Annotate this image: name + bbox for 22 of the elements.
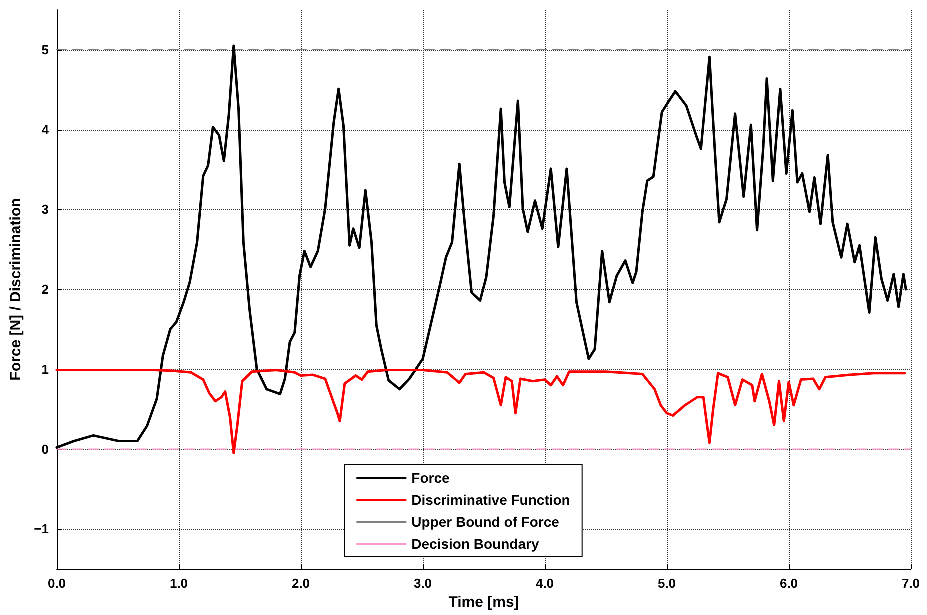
legend-label: Discriminative Function [412,492,570,508]
x-tick-label: 0.0 [48,576,66,592]
x-axis-title: Time [ms] [448,594,520,611]
y-tick-label: 1 [42,362,49,377]
x-tick-label: 5.0 [658,576,676,592]
y-tick-label: 5 [42,42,49,58]
x-tick-label: 3.0 [414,576,432,592]
x-tick-label: 2.0 [292,576,310,592]
y-tick-label: −1 [34,522,49,537]
y-tick-label: 2 [42,282,49,298]
y-axis-title: Force [N] / Discrimination [7,198,24,381]
x-tick-label: 6.0 [780,576,798,592]
legend-label: Upper Bound of Force [412,514,560,530]
line-series [56,368,906,455]
x-tick-label: 7.0 [902,576,920,592]
legend-label: Decision Boundary [412,536,540,552]
legend-label: Force [412,470,450,486]
y-tick-label: 4 [42,122,50,138]
x-tick-label: 1.0 [170,576,188,592]
y-tick-label: 3 [42,202,49,218]
x-tick-label: 4.0 [536,576,554,592]
y-tick-label: 0 [42,442,49,457]
